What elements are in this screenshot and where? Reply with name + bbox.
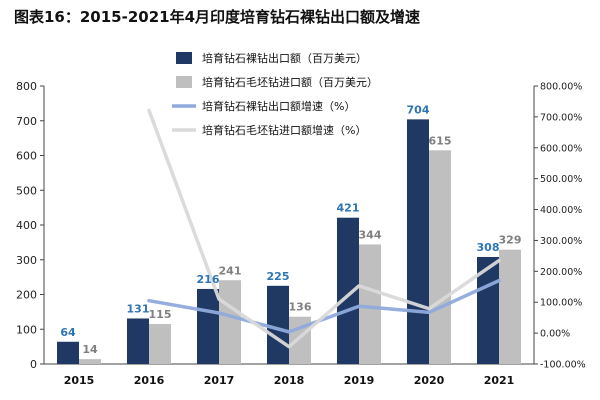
y-right-tick-label: 700.00% xyxy=(540,112,582,123)
data-label: 704 xyxy=(407,103,430,116)
y-left-tick-label: 700 xyxy=(16,115,37,128)
bar xyxy=(499,249,521,364)
y-left-tick-label: 300 xyxy=(16,254,37,267)
bar xyxy=(219,280,241,364)
data-label: 225 xyxy=(267,270,290,283)
y-right-tick-label: 500.00% xyxy=(540,174,582,185)
y-left-tick-label: 0 xyxy=(30,358,37,371)
data-label: 241 xyxy=(219,264,242,277)
y-left-tick-label: 600 xyxy=(16,150,37,163)
y-right-tick-label: 600.00% xyxy=(540,143,582,154)
y-right-tick-label: -100.00% xyxy=(540,360,586,371)
x-tick-label: 2015 xyxy=(64,374,95,387)
data-label: 115 xyxy=(149,308,172,321)
legend-swatch xyxy=(176,76,192,88)
y-right-tick-label: 200.00% xyxy=(540,267,582,278)
x-tick-label: 2021 xyxy=(484,374,515,387)
bar xyxy=(197,288,219,364)
data-label: 344 xyxy=(359,228,382,241)
legend-label: 培育钻石裸钻出口额增速（%） xyxy=(202,99,355,113)
y-right-tick-label: 800.00% xyxy=(540,82,582,93)
y-right-tick-label: 100.00% xyxy=(540,298,582,309)
chart-title: 图表16：2015-2021年4月印度培育钻石裸钻出口额及增速 xyxy=(14,8,421,26)
data-label: 308 xyxy=(477,241,500,254)
legend-swatch xyxy=(176,52,192,64)
data-label: 615 xyxy=(429,134,452,147)
legend: 培育钻石裸钻出口额（百万美元） 培育钻石毛坯钻进口额（百万美元） 培育钻石裸钻出口额… xyxy=(172,51,378,137)
series-line xyxy=(147,278,501,334)
data-label: 329 xyxy=(499,234,522,247)
y-right-tick-label: 400.00% xyxy=(540,205,582,216)
x-tick-label: 2017 xyxy=(204,374,235,387)
data-label: 131 xyxy=(127,302,150,315)
axes: 0 100 200 300 400 500 600 700 800 -100.00% 0.00% 10… xyxy=(16,80,586,387)
bar xyxy=(149,324,171,364)
x-tick-label: 2020 xyxy=(414,374,445,387)
x-tick-label: 2016 xyxy=(134,374,165,387)
legend-label: 培育钻石毛坯钻进口额（百万美元） xyxy=(202,75,378,89)
data-label: 216 xyxy=(197,273,220,286)
x-tick-label: 2019 xyxy=(344,374,375,387)
bar xyxy=(359,244,381,364)
lines xyxy=(147,108,501,349)
bar xyxy=(407,119,429,364)
bar xyxy=(79,359,101,364)
y-left-tick-label: 100 xyxy=(16,323,37,336)
data-labels: 64 131 216 225 421 704 308 14 115 241 136 344 615 329 xyxy=(60,103,521,356)
data-label: 421 xyxy=(337,202,360,215)
y-right-tick-label: 300.00% xyxy=(540,236,582,247)
series-line xyxy=(147,108,501,349)
data-label: 64 xyxy=(60,326,76,339)
legend-label: 培育钻石毛坯钻进口额增速（%） xyxy=(202,123,366,137)
legend-label: 培育钻石裸钻出口额（百万美元） xyxy=(202,51,367,65)
bars xyxy=(57,119,521,364)
bar xyxy=(267,285,289,364)
bar xyxy=(127,318,149,364)
x-tick-label: 2018 xyxy=(274,374,305,387)
y-left-tick-label: 500 xyxy=(16,184,37,197)
data-label: 136 xyxy=(289,301,312,314)
bar xyxy=(57,341,79,364)
bar xyxy=(429,150,451,364)
y-left-tick-label: 800 xyxy=(16,80,37,93)
y-left-tick-label: 400 xyxy=(16,219,37,232)
y-left-tick-label: 200 xyxy=(16,289,37,302)
data-label: 14 xyxy=(82,343,98,356)
bar xyxy=(337,217,359,364)
y-right-tick-label: 0.00% xyxy=(540,329,570,340)
